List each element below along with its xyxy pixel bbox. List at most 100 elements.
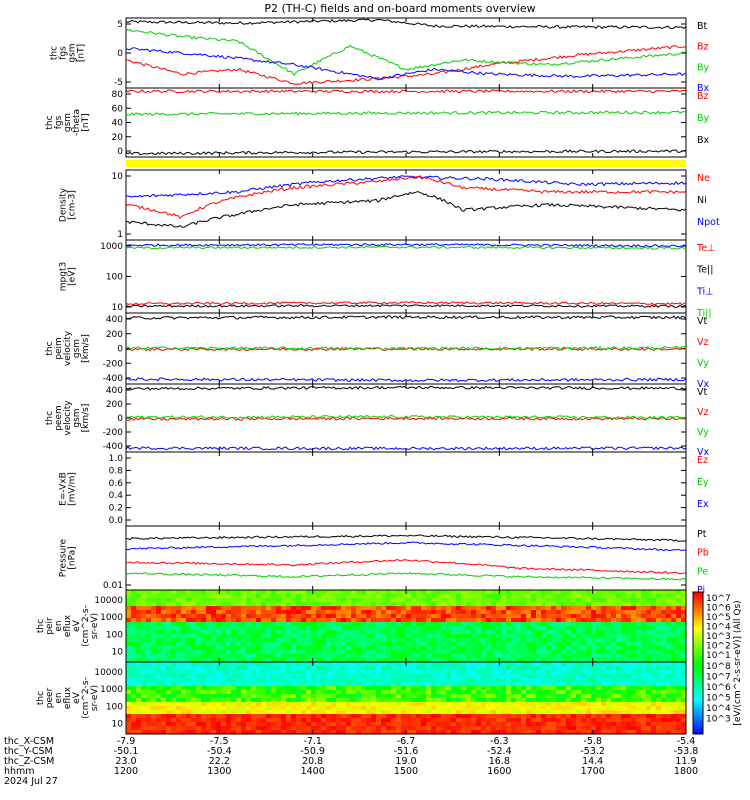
- spectrogram-cell: [226, 610, 232, 615]
- spectrogram-cell: [151, 674, 157, 679]
- colorbar-swatch: [693, 653, 703, 657]
- spectrogram-cell: [411, 602, 417, 607]
- spectrogram-cell: [351, 650, 357, 655]
- spectrogram-cell: [236, 650, 242, 655]
- spectrogram-cell: [426, 638, 432, 643]
- spectrogram-cell: [516, 618, 522, 623]
- spectrogram-cell: [546, 602, 552, 607]
- spectrogram-cell: [471, 694, 477, 699]
- spectrogram-cell: [476, 674, 482, 679]
- spectrogram-cell: [146, 618, 152, 623]
- spectrogram-cell: [586, 610, 592, 615]
- spectrogram-cell: [631, 666, 637, 671]
- spectrogram-cell: [646, 702, 652, 707]
- spectrogram-cell: [581, 630, 587, 635]
- colorbar-swatch: [693, 601, 703, 605]
- spectrogram-cell: [126, 606, 132, 611]
- spectrogram-cell: [371, 598, 377, 603]
- spectrogram-cell: [481, 666, 487, 671]
- spectrogram-cell: [656, 714, 662, 719]
- spectrogram-cell: [536, 650, 542, 655]
- spectrogram-cell: [166, 610, 172, 615]
- spectrogram-cell: [446, 618, 452, 623]
- spectrogram-cell: [681, 702, 687, 707]
- spectrogram-cell: [201, 650, 207, 655]
- spectrogram-cell: [226, 694, 232, 699]
- series-By: [125, 28, 687, 76]
- spectrogram-cell: [516, 706, 522, 711]
- spectrogram-cell: [461, 686, 467, 691]
- spectrogram-cell: [606, 594, 612, 599]
- spectrogram-cell: [471, 638, 477, 643]
- legend-entry-Vx: Vx: [697, 379, 709, 390]
- spectrogram-cell: [681, 678, 687, 683]
- spectrogram-cell: [216, 650, 222, 655]
- spectrogram-cell: [601, 598, 607, 603]
- spectrogram-cell: [241, 718, 247, 723]
- spectrogram-cell: [656, 606, 662, 611]
- spectrogram-cell: [521, 682, 527, 687]
- spectrogram-cell: [456, 622, 462, 627]
- spectrogram-cell: [531, 710, 537, 715]
- spectrogram-cell: [651, 686, 657, 691]
- spectrogram-cell: [646, 694, 652, 699]
- spectrogram-cell: [341, 654, 347, 659]
- spectrogram-cell: [486, 646, 492, 651]
- spectrogram-cell: [626, 714, 632, 719]
- spectrogram-cell: [236, 594, 242, 599]
- spectrogram-cell: [191, 626, 197, 631]
- spectrogram-cell: [671, 642, 677, 647]
- spectrogram-cell: [306, 654, 312, 659]
- spectrogram-cell: [206, 674, 212, 679]
- spectrogram-cell: [311, 646, 317, 651]
- spectrogram-cell: [631, 598, 637, 603]
- spectrogram-cell: [266, 646, 272, 651]
- spectrogram-cell: [361, 606, 367, 611]
- spectrogram-cell: [491, 702, 497, 707]
- spectrogram-cell: [351, 642, 357, 647]
- spectrogram-cell: [576, 602, 582, 607]
- spectrogram-cell: [391, 726, 397, 731]
- spectrogram-cell: [581, 590, 587, 595]
- spectrogram-cell: [456, 706, 462, 711]
- spectrogram-cell: [596, 694, 602, 699]
- colorbar-swatch: [693, 698, 703, 702]
- spectrogram-cell: [266, 630, 272, 635]
- spectrogram-cell: [216, 730, 222, 735]
- spectrogram-cell: [261, 650, 267, 655]
- spectrogram-cell: [481, 670, 487, 675]
- spectrogram-cell: [306, 702, 312, 707]
- spectrogram-cell: [486, 622, 492, 627]
- spectrogram-cell: [306, 706, 312, 711]
- colorbar-tick-label: 10^6: [706, 683, 731, 693]
- spectrogram-cell: [376, 646, 382, 651]
- spectrogram-cell: [441, 618, 447, 623]
- spectrogram-cell: [466, 614, 472, 619]
- spectrogram-cell: [571, 630, 577, 635]
- spectrogram-cell: [226, 654, 232, 659]
- spectrogram-cell: [451, 606, 457, 611]
- spectrogram-cell: [396, 726, 402, 731]
- spectrogram-cell: [411, 662, 417, 667]
- spectrogram-cell: [631, 602, 637, 607]
- spectrogram-cell: [616, 658, 622, 663]
- spectrogram-cell: [356, 730, 362, 735]
- spectrogram-cell: [156, 618, 162, 623]
- spectrogram-cell: [536, 646, 542, 651]
- spectrogram-cell: [406, 638, 412, 643]
- spectrogram-cell: [651, 614, 657, 619]
- spectrogram-cell: [146, 622, 152, 627]
- colorbar-swatch: [693, 622, 703, 626]
- spectrogram-cell: [641, 642, 647, 647]
- spectrogram-cell: [356, 722, 362, 727]
- spectrogram-cell: [446, 726, 452, 731]
- spectrogram-cell: [256, 622, 262, 627]
- spectrogram-cell: [401, 654, 407, 659]
- spectrogram-cell: [676, 678, 682, 683]
- spectrogram-cell: [676, 706, 682, 711]
- spectrogram-cell: [401, 714, 407, 719]
- spectrogram-cell: [561, 662, 567, 667]
- spectrogram-cell: [451, 706, 457, 711]
- spectrogram-cell: [571, 610, 577, 615]
- spectrogram-cell: [631, 726, 637, 731]
